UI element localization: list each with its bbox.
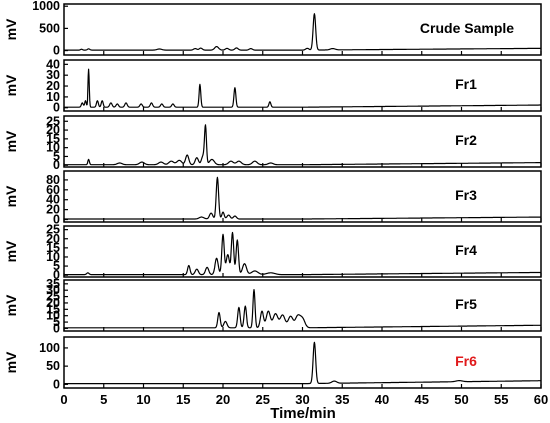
- trace-fr6: [63, 341, 542, 385]
- y-tick-label: 30: [46, 283, 60, 297]
- panel-label: Fr5: [455, 296, 477, 312]
- y-tick-label: 25: [46, 223, 60, 237]
- panel-fr6: 0 50 100 mV Fr6: [3, 336, 542, 391]
- x-tick-label: 30: [295, 392, 309, 407]
- trace-crude-sample: [63, 13, 542, 51]
- y-tick-label: 35: [46, 277, 60, 291]
- y-tick-label: 1000: [32, 0, 60, 13]
- y-tick-label: 10: [46, 309, 60, 323]
- x-tick-label: 15: [176, 392, 190, 407]
- y-tick-label: 5: [53, 259, 60, 273]
- y-axis-label: mV: [3, 18, 19, 40]
- y-tick-label: 20: [46, 123, 60, 137]
- y-axis-label: mV: [3, 130, 19, 152]
- x-tick-label: 40: [375, 392, 389, 407]
- y-tick-label: 10: [46, 90, 60, 104]
- x-tick-label: 50: [454, 392, 468, 407]
- y-tick-label: 40: [46, 57, 60, 71]
- y-tick-label: 0: [53, 101, 60, 115]
- y-tick-label: 25: [46, 290, 60, 304]
- y-tick-label: 20: [46, 232, 60, 246]
- y-axis-label: mV: [3, 294, 19, 316]
- panel-label: Crude Sample: [420, 20, 514, 36]
- y-tick-label: 5: [53, 149, 60, 163]
- trace-fr1: [63, 68, 542, 108]
- y-tick-label: 60: [46, 183, 60, 197]
- y-tick-label: 100: [39, 341, 60, 355]
- panel-crude-sample: 0 500 1000 mV Crude Sample: [3, 0, 542, 58]
- x-tick-label: 55: [494, 392, 508, 407]
- x-tick-label: 5: [100, 392, 107, 407]
- y-tick-label: 0: [53, 213, 60, 227]
- y-tick-label: 10: [46, 141, 60, 155]
- y-tick-label: 0: [53, 321, 60, 335]
- x-axis: 0 5 10 15 20 25 30 35 40 45 50 55 60: [60, 392, 548, 407]
- x-tick-label: 60: [534, 392, 548, 407]
- x-tick-label: 10: [136, 392, 150, 407]
- panel-label: Fr1: [455, 76, 477, 92]
- y-tick-label: 25: [46, 114, 60, 128]
- trace-fr2: [63, 124, 542, 166]
- y-tick-label: 20: [46, 79, 60, 93]
- y-tick-label: 40: [46, 193, 60, 207]
- y-axis-label: mV: [3, 185, 19, 207]
- trace-fr3: [63, 176, 542, 220]
- panel-label: Fr6: [455, 353, 477, 369]
- y-tick-label: 15: [46, 132, 60, 146]
- y-tick-label: 15: [46, 302, 60, 316]
- x-tick-label: 0: [60, 392, 67, 407]
- y-tick-label: 0: [53, 268, 60, 282]
- y-tick-label: 20: [46, 296, 60, 310]
- trace-fr5: [63, 289, 542, 329]
- panel-label: Fr2: [455, 132, 477, 148]
- panel-label: Fr3: [455, 187, 477, 203]
- trace-fr4: [63, 231, 542, 276]
- x-axis-label: Time/min: [270, 405, 336, 422]
- y-axis-label: mV: [3, 351, 19, 373]
- y-tick-label: 50: [46, 359, 60, 373]
- x-tick-label: 20: [216, 392, 230, 407]
- y-tick-label: 15: [46, 241, 60, 255]
- panel-label: Fr4: [455, 242, 477, 258]
- x-tick-label: 25: [256, 392, 270, 407]
- y-tick-label: 30: [46, 68, 60, 82]
- x-tick-label: 45: [415, 392, 429, 407]
- y-tick-label: 0: [53, 377, 60, 391]
- y-tick-label: 80: [46, 173, 60, 187]
- y-tick-label: 20: [46, 203, 60, 217]
- y-tick-label: 10: [46, 250, 60, 264]
- y-tick-label: 0: [53, 158, 60, 172]
- x-tick-label: 35: [335, 392, 349, 407]
- y-tick-label: 0: [53, 44, 60, 58]
- y-axis-label: mV: [3, 74, 19, 96]
- y-axis-label: mV: [3, 240, 19, 262]
- y-tick-label: 5: [53, 315, 60, 329]
- y-tick-label: 500: [39, 21, 60, 35]
